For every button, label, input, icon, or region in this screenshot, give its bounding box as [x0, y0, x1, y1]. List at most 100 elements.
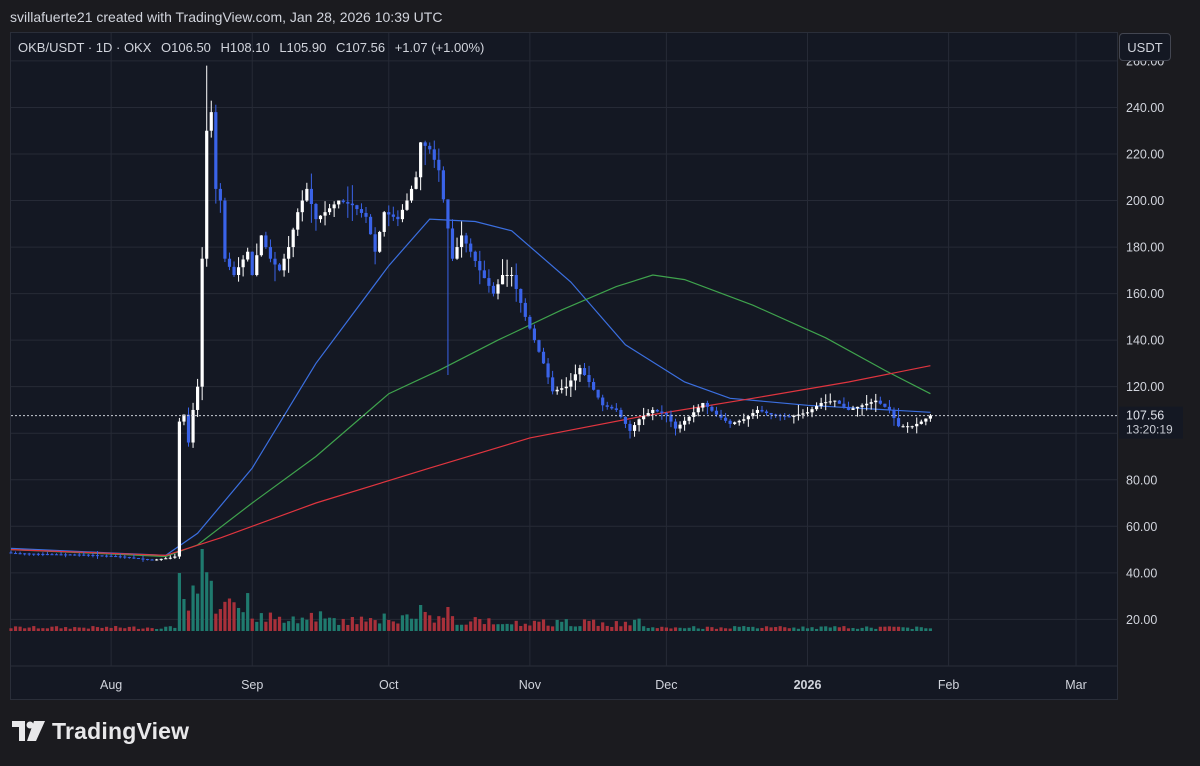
candle-body — [723, 417, 728, 421]
candle-body — [642, 416, 646, 420]
high-value: H108.10 — [220, 40, 270, 55]
volume-bar — [714, 628, 719, 631]
candle-body — [355, 205, 359, 210]
candle-body — [655, 409, 659, 412]
volume-bar — [473, 617, 477, 631]
volume-bar — [287, 621, 291, 631]
candles — [9, 65, 932, 562]
candle-body — [218, 188, 222, 201]
volume-bar — [104, 626, 109, 631]
volume-bar — [273, 619, 277, 631]
candle-body — [296, 212, 300, 230]
candle-body — [368, 216, 373, 235]
candle-body — [200, 258, 204, 387]
volume-bar — [555, 619, 559, 631]
volume-bar — [605, 625, 609, 631]
candle-body — [560, 388, 564, 390]
volume-bar — [73, 627, 77, 631]
candle-body — [409, 188, 414, 201]
candle-body — [669, 414, 673, 422]
time-tick-label: Sep — [241, 678, 263, 692]
candle-body — [41, 553, 45, 555]
symbol-label[interactable]: OKB/USDT · 1D · OKX — [18, 40, 152, 55]
candle-body — [446, 199, 450, 229]
last-price-marker: 107.56 13:20:19 — [11, 406, 1183, 439]
volume-bar — [246, 593, 250, 631]
volume-bar — [796, 628, 800, 631]
volume-bar — [810, 627, 814, 631]
volume-bar — [109, 627, 113, 631]
candle-body — [432, 149, 436, 160]
volume-bar — [382, 613, 386, 631]
volume-bar — [419, 605, 423, 631]
candle-body — [660, 411, 664, 414]
candle-body — [346, 202, 350, 204]
volume-bar — [560, 621, 564, 631]
candle-body — [95, 555, 100, 557]
candle-body — [414, 177, 418, 189]
volume-bar — [496, 624, 500, 631]
volume-bar — [755, 628, 760, 631]
candle-body — [314, 204, 318, 220]
candle-body — [528, 316, 532, 329]
chart-frame[interactable] — [10, 32, 1118, 700]
candle-body — [792, 415, 796, 417]
candle-body — [104, 555, 109, 557]
volume-bar — [364, 621, 368, 631]
volume-bar — [123, 628, 127, 631]
volume-bar — [842, 626, 846, 631]
volume-bar — [300, 617, 304, 631]
candle-body — [86, 554, 90, 556]
open-value: O106.50 — [161, 40, 211, 55]
candle-body — [546, 363, 550, 378]
volume-bar — [582, 619, 587, 631]
candle-body — [173, 556, 177, 558]
currency-button[interactable]: USDT — [1119, 33, 1171, 61]
volume-bar — [764, 626, 769, 631]
volume-bar — [100, 627, 104, 631]
volume-bar — [887, 626, 892, 631]
volume-bar — [737, 626, 741, 631]
volume-bar — [455, 624, 459, 631]
candle-body — [164, 558, 168, 560]
volume-bar — [59, 628, 63, 631]
volume-bar — [673, 627, 678, 631]
volume-bar — [118, 627, 122, 631]
candle-body — [819, 402, 823, 407]
candle-body — [45, 554, 50, 556]
volume-bar — [851, 627, 855, 631]
candle-body — [883, 403, 887, 407]
candle-body — [651, 409, 655, 414]
candle-body — [815, 406, 819, 410]
candle-body — [196, 386, 200, 410]
volume-bar — [733, 626, 737, 631]
candle-body — [869, 402, 873, 404]
price-tick-label: 220.00 — [1126, 147, 1164, 161]
volume-bar — [264, 621, 268, 631]
volume-bar — [837, 627, 841, 631]
volume-bar — [355, 624, 359, 631]
candle-body — [32, 553, 36, 555]
candle-body — [578, 368, 582, 375]
candle-body — [473, 251, 477, 262]
volume-bar — [719, 627, 723, 631]
volume-bar — [532, 620, 537, 631]
volume-bar — [901, 627, 905, 631]
candle-body — [36, 553, 40, 555]
candle-body — [400, 209, 405, 220]
candle-body — [132, 557, 136, 559]
candle-body — [551, 377, 555, 392]
candle-body — [582, 368, 587, 376]
candle-body — [437, 159, 441, 171]
price-tick-label: 140.00 — [1126, 334, 1164, 348]
candle-body — [591, 382, 596, 390]
candle-body — [692, 412, 696, 417]
candle-body — [878, 400, 882, 404]
candle-body — [227, 258, 232, 267]
candle-body — [787, 416, 791, 418]
candle-body — [842, 403, 846, 407]
volume-bar — [182, 599, 186, 631]
volume-bar — [705, 626, 709, 631]
volume-bar — [860, 627, 864, 631]
